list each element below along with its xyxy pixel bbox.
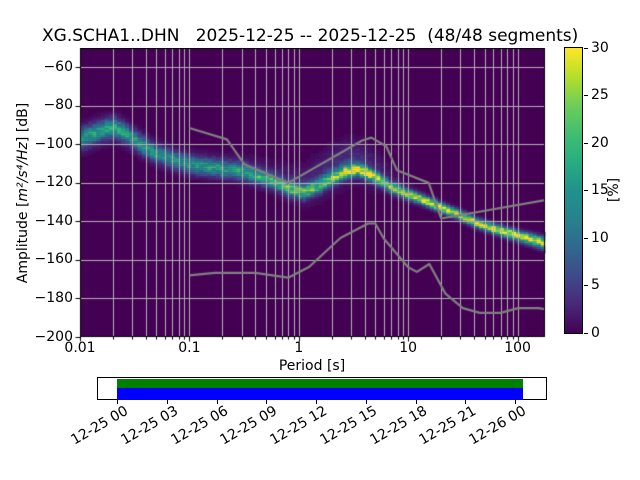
ppsd-heatmap-canvas (72, 48, 553, 345)
coverage-tick (465, 400, 467, 404)
coverage-timeline (97, 377, 547, 400)
colorbar-tick-label: 15 (591, 182, 609, 198)
colorbar-tick-label: 20 (591, 134, 609, 151)
colorbar-tick-label: 10 (591, 229, 609, 246)
y-tick-label: −60 (43, 58, 73, 75)
y-tick-label: −140 (34, 212, 73, 229)
coverage-used-bar (116, 379, 523, 388)
coverage-tick (266, 400, 268, 404)
colorbar-tick-label: 25 (591, 87, 609, 103)
coverage-tick (316, 400, 317, 404)
colorbar-tick (584, 47, 588, 49)
coverage-data-bar (116, 388, 523, 400)
coverage-tick (166, 400, 168, 404)
x-tick-label: 1 (294, 340, 304, 356)
x-axis-label: Period [s] (278, 358, 346, 374)
coverage-tick (515, 400, 516, 404)
y-tick-label: −160 (34, 251, 73, 268)
y-tick-label: −180 (34, 289, 73, 306)
colorbar-tick-label: 0 (591, 324, 600, 341)
colorbar-tick-label: 30 (591, 39, 609, 56)
y-axis-label: Amplitude [m²/s⁴/Hz] [dB] (15, 102, 31, 284)
x-tick-label: 0.1 (178, 340, 201, 356)
coverage-tick (415, 400, 417, 404)
y-tick-label: −120 (34, 174, 73, 191)
colorbar-gradient (564, 47, 583, 334)
colorbar-tick (584, 190, 588, 191)
colorbar-tick-label: 5 (591, 277, 600, 293)
colorbar-unit-label: [%] (606, 177, 622, 203)
x-tick-label: 0.01 (64, 340, 96, 356)
plot-title: XG.SCHA1..DHN 2025-12-25 -- 2025-12-25 (… (42, 26, 579, 46)
coverage-tick-label: 12-25 03 (118, 403, 181, 449)
coverage-tick-label: 12-26 00 (466, 403, 529, 449)
coverage-tick-label: 12-25 15 (317, 403, 380, 449)
colorbar-tick (584, 332, 588, 334)
colorbar-tick (584, 237, 588, 239)
colorbar-tick (584, 142, 588, 144)
coverage-tick (117, 400, 118, 404)
coverage-tick (365, 400, 367, 404)
y-tick-label: −200 (34, 328, 73, 345)
colorbar-tick (584, 285, 588, 286)
y-tick-label: −80 (43, 97, 73, 114)
x-tick-label: 100 (504, 340, 531, 356)
y-tick-label: −100 (34, 135, 73, 152)
x-tick-label: 10 (399, 340, 418, 356)
coverage-tick (216, 400, 218, 404)
colorbar-tick (584, 95, 588, 96)
